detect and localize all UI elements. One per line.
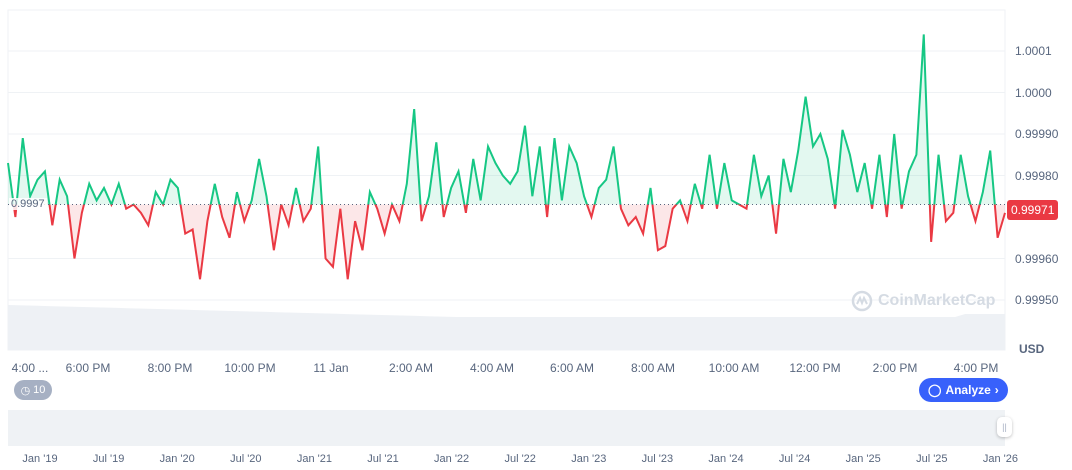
navigator-tick-label: Jul '23 xyxy=(641,453,674,465)
navigator-tick-label: Jan '20 xyxy=(159,453,195,465)
x-tick-label: 2:00 PM xyxy=(872,361,918,375)
x-tick-label: 4:00 PM xyxy=(953,361,999,375)
history-button[interactable]: ◷ 10 xyxy=(14,380,52,400)
x-tick-label: 10:00 AM xyxy=(708,361,760,375)
x-tick-label: 6:00 PM xyxy=(65,361,111,375)
clock-icon: ◷ xyxy=(20,384,31,397)
price-line-up xyxy=(7,34,996,205)
current-price-label: 0.99971 xyxy=(1007,200,1059,220)
navigator-tick-label: Jul '25 xyxy=(916,453,948,465)
y-tick-label: 0.99950 xyxy=(1015,293,1059,307)
x-tick-label: 8:00 AM xyxy=(630,361,676,375)
navigator-tick-label: Jan '24 xyxy=(708,453,744,465)
y-tick-label: 0.99960 xyxy=(1015,251,1059,266)
navigator-tick-label: Jul '22 xyxy=(504,453,536,465)
x-tick-label: 2:00 AM xyxy=(388,361,434,375)
analyze-button[interactable]: ◯ Analyze › xyxy=(919,378,1008,402)
x-tick-label: 6:00 AM xyxy=(549,361,595,375)
navigator-tick-label: Jul '24 xyxy=(778,453,811,465)
x-tick-label: 4:00 ... xyxy=(11,361,49,375)
y-tick-label: 0.99980 xyxy=(1015,168,1059,183)
x-tick-label: 10:00 PM xyxy=(224,361,276,375)
x-tick-label: 11 Jan xyxy=(313,361,349,375)
x-tick-label: 8:00 PM xyxy=(147,361,193,375)
navigator-tick-label: Jan '22 xyxy=(434,453,470,465)
up-fill xyxy=(8,34,1005,205)
y-tick-label: 1.0000 xyxy=(1015,85,1052,100)
down-fill xyxy=(13,204,1005,280)
currency-label: USD xyxy=(1019,342,1045,356)
navigator-tick-label: Jan '23 xyxy=(571,453,607,465)
coinmarketcap-logo-icon xyxy=(851,290,873,312)
analyze-label: Analyze xyxy=(945,383,991,397)
x-tick-label: 12:00 PM xyxy=(789,361,841,375)
navigator-tick-label: Jul '21 xyxy=(367,453,399,465)
navigator-tick-label: Jan '21 xyxy=(296,453,332,465)
price-line-down xyxy=(12,204,1006,280)
chevron-right-icon: › xyxy=(994,383,999,397)
history-count: 10 xyxy=(33,384,46,396)
reference-price-label: 0.9997 xyxy=(9,198,47,210)
navigator-tick-label: Jul '19 xyxy=(92,453,125,465)
navigator-tick-label: Jan '26 xyxy=(982,453,1018,465)
navigator-handle[interactable]: || xyxy=(997,417,1012,437)
y-tick-label: 1.0001 xyxy=(1015,44,1052,58)
y-tick-label: 0.99990 xyxy=(1015,127,1059,141)
navigator-tick-label: Jan '25 xyxy=(845,453,881,465)
navigator-tick-label: Jan '19 xyxy=(22,453,58,465)
watermark-text: CoinMarketCap xyxy=(878,292,996,309)
volume-area xyxy=(8,305,1005,350)
coinmarketcap-watermark: CoinMarketCap xyxy=(851,290,995,312)
x-tick-label: 4:00 AM xyxy=(469,361,515,375)
navigator-tick-label: Jul '20 xyxy=(230,453,262,465)
analyze-icon: ◯ xyxy=(928,383,942,397)
range-navigator[interactable] xyxy=(8,410,1005,446)
